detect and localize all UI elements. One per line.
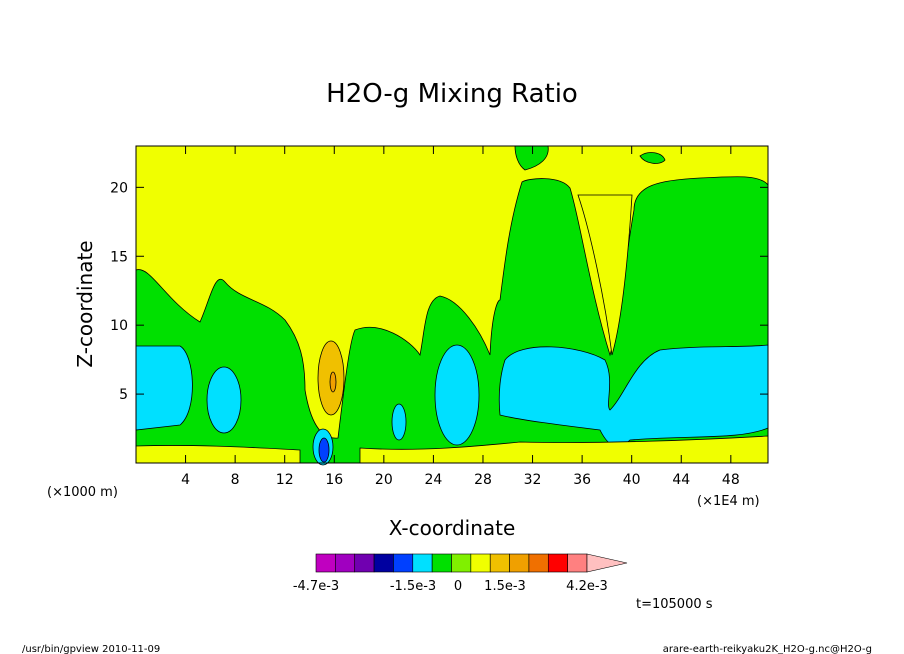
colorbar-swatch: [489, 553, 510, 573]
chart-title: H2O-g Mixing Ratio: [326, 79, 578, 109]
x-tick-label: 48: [722, 472, 740, 488]
cyan-pocket-26: [434, 344, 480, 446]
colorbar-label: 4.2e-3: [566, 579, 608, 594]
x-unit-right: (×1E4 m): [697, 494, 760, 509]
colorbar-swatch: [335, 553, 356, 573]
colorbar-label: 1.5e-3: [484, 579, 526, 594]
x-unit-left: (×1000 m): [47, 485, 118, 500]
x-tick-label: 16: [325, 472, 343, 488]
colorbar-label: -4.7e-3: [293, 579, 339, 594]
x-tick-label: 20: [375, 472, 393, 488]
x-tick-label: 40: [623, 472, 641, 488]
colorbar-swatch: [373, 553, 394, 573]
colorbar-swatch: [567, 553, 588, 573]
colorbar-labels: -4.7e-3 -1.5e-3 0 1.5e-3 4.2e-3: [293, 579, 608, 594]
colorbar-swatch: [354, 553, 375, 573]
colorbar-swatch: [412, 553, 433, 573]
x-tick-label: 12: [276, 472, 294, 488]
y-tick-label: 15: [110, 249, 128, 265]
plot-area: [135, 145, 769, 466]
y-tick-label: 20: [110, 180, 128, 196]
x-tick-label: 4: [181, 472, 190, 488]
bottom-yellow-strip: [135, 445, 301, 464]
colorbar-swatch: [315, 553, 336, 573]
x-tick-label: 36: [573, 472, 591, 488]
x-tick-label: 32: [524, 472, 542, 488]
x-tick-label: 28: [474, 472, 492, 488]
colorbar-extension: [586, 553, 628, 573]
time-label: t=105000 s: [636, 597, 713, 612]
y-axis-ticks: 5 10 15 20: [110, 180, 768, 403]
colorbar-swatch: [547, 553, 568, 573]
footer-right: arare-earth-reikyaku2K_H2O-g.nc@H2O-g: [663, 644, 872, 654]
x-axis-title: X-coordinate: [389, 516, 516, 540]
cyan-left: [135, 345, 193, 431]
y-axis-title: Z-coordinate: [73, 240, 97, 367]
cyan-pocket-21: [391, 403, 407, 441]
x-axis-ticks: 4 8 12 16 20 24 28 32 36 40 44 48: [181, 146, 740, 488]
x-tick-label: 24: [424, 472, 442, 488]
y-tick-label: 10: [110, 318, 128, 334]
cyan-pocket-7: [206, 366, 242, 434]
positive-core-16: [329, 371, 337, 393]
x-tick-label: 8: [231, 472, 240, 488]
colorbar-label: -1.5e-3: [390, 579, 436, 594]
colorbar: [315, 553, 628, 573]
green-tower-top-2: [639, 152, 666, 164]
colorbar-swatch: [393, 553, 414, 573]
footer-left: /usr/bin/gpview 2010-11-09: [22, 644, 160, 654]
colorbar-swatch: [451, 553, 472, 573]
yellow-gap-1: [577, 194, 633, 356]
colorbar-swatch: [528, 553, 549, 573]
colorbar-swatch: [470, 553, 491, 573]
bottom-yellow-strip-right: [359, 435, 769, 464]
green-tower-top: [514, 145, 549, 171]
y-tick-label: 5: [119, 387, 128, 403]
plot-frame: [135, 145, 769, 464]
colorbar-label: 0: [454, 579, 462, 594]
x-tick-label: 44: [672, 472, 690, 488]
blue-pocket-15: [318, 437, 330, 463]
colorbar-swatch: [509, 553, 530, 573]
colorbar-swatch: [431, 553, 452, 573]
